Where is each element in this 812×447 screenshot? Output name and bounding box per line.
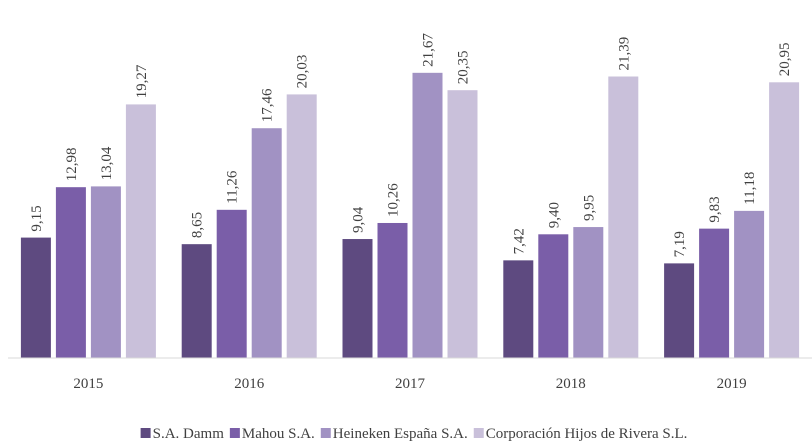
data-label: 9,40: [546, 202, 562, 228]
x-tick-label: 2019: [717, 376, 747, 392]
bar: [181, 244, 212, 358]
legend-label: S.A. Damm: [153, 426, 225, 442]
bar: [608, 76, 639, 358]
data-label: 20,03: [295, 55, 311, 89]
data-label: 7,19: [672, 231, 688, 257]
data-label: 10,26: [386, 183, 402, 217]
bar: [573, 227, 604, 358]
legend-label: Mahou S.A.: [242, 426, 315, 442]
bar: [90, 186, 121, 358]
bar: [216, 209, 247, 358]
data-label: 9,83: [707, 196, 723, 222]
bar: [286, 94, 317, 358]
data-label: 9,04: [351, 206, 367, 233]
legend-swatch: [320, 428, 331, 438]
data-label: 9,15: [29, 205, 45, 231]
bar: [664, 263, 695, 358]
data-label: 11,18: [742, 172, 758, 205]
x-tick-label: 2016: [234, 376, 265, 392]
data-label: 19,27: [134, 64, 150, 98]
x-tick-label: 2017: [395, 376, 426, 392]
bar: [125, 104, 156, 358]
legend-label: Corporación Hijos de Rivera S.L.: [486, 426, 688, 442]
bar: [699, 228, 730, 358]
bar: [251, 128, 282, 358]
data-label: 17,46: [260, 88, 276, 122]
legend-label: Heineken España S.A.: [333, 426, 468, 442]
data-label: 21,67: [421, 33, 437, 67]
bar: [447, 90, 478, 358]
bar: [377, 222, 408, 358]
bar: [55, 187, 86, 358]
bar: [503, 260, 534, 358]
legend-swatch: [229, 428, 240, 438]
data-label: 20,95: [777, 43, 793, 77]
legend-swatch: [140, 428, 151, 438]
bar: [769, 82, 800, 358]
bar: [412, 72, 443, 358]
x-tick-label: 2018: [556, 376, 586, 392]
data-label: 11,26: [225, 170, 241, 204]
data-label: 8,65: [190, 212, 206, 238]
data-label: 13,04: [99, 146, 115, 180]
data-label: 20,35: [456, 50, 472, 84]
bar: [538, 234, 569, 358]
x-tick-label: 2015: [73, 376, 103, 392]
data-label: 9,95: [581, 195, 597, 221]
data-label: 7,42: [511, 228, 527, 254]
data-label: 21,39: [616, 37, 632, 71]
bar: [20, 237, 51, 358]
legend-swatch: [473, 428, 484, 438]
bar: [734, 210, 765, 358]
data-label: 12,98: [64, 147, 80, 181]
bar: [342, 239, 373, 358]
